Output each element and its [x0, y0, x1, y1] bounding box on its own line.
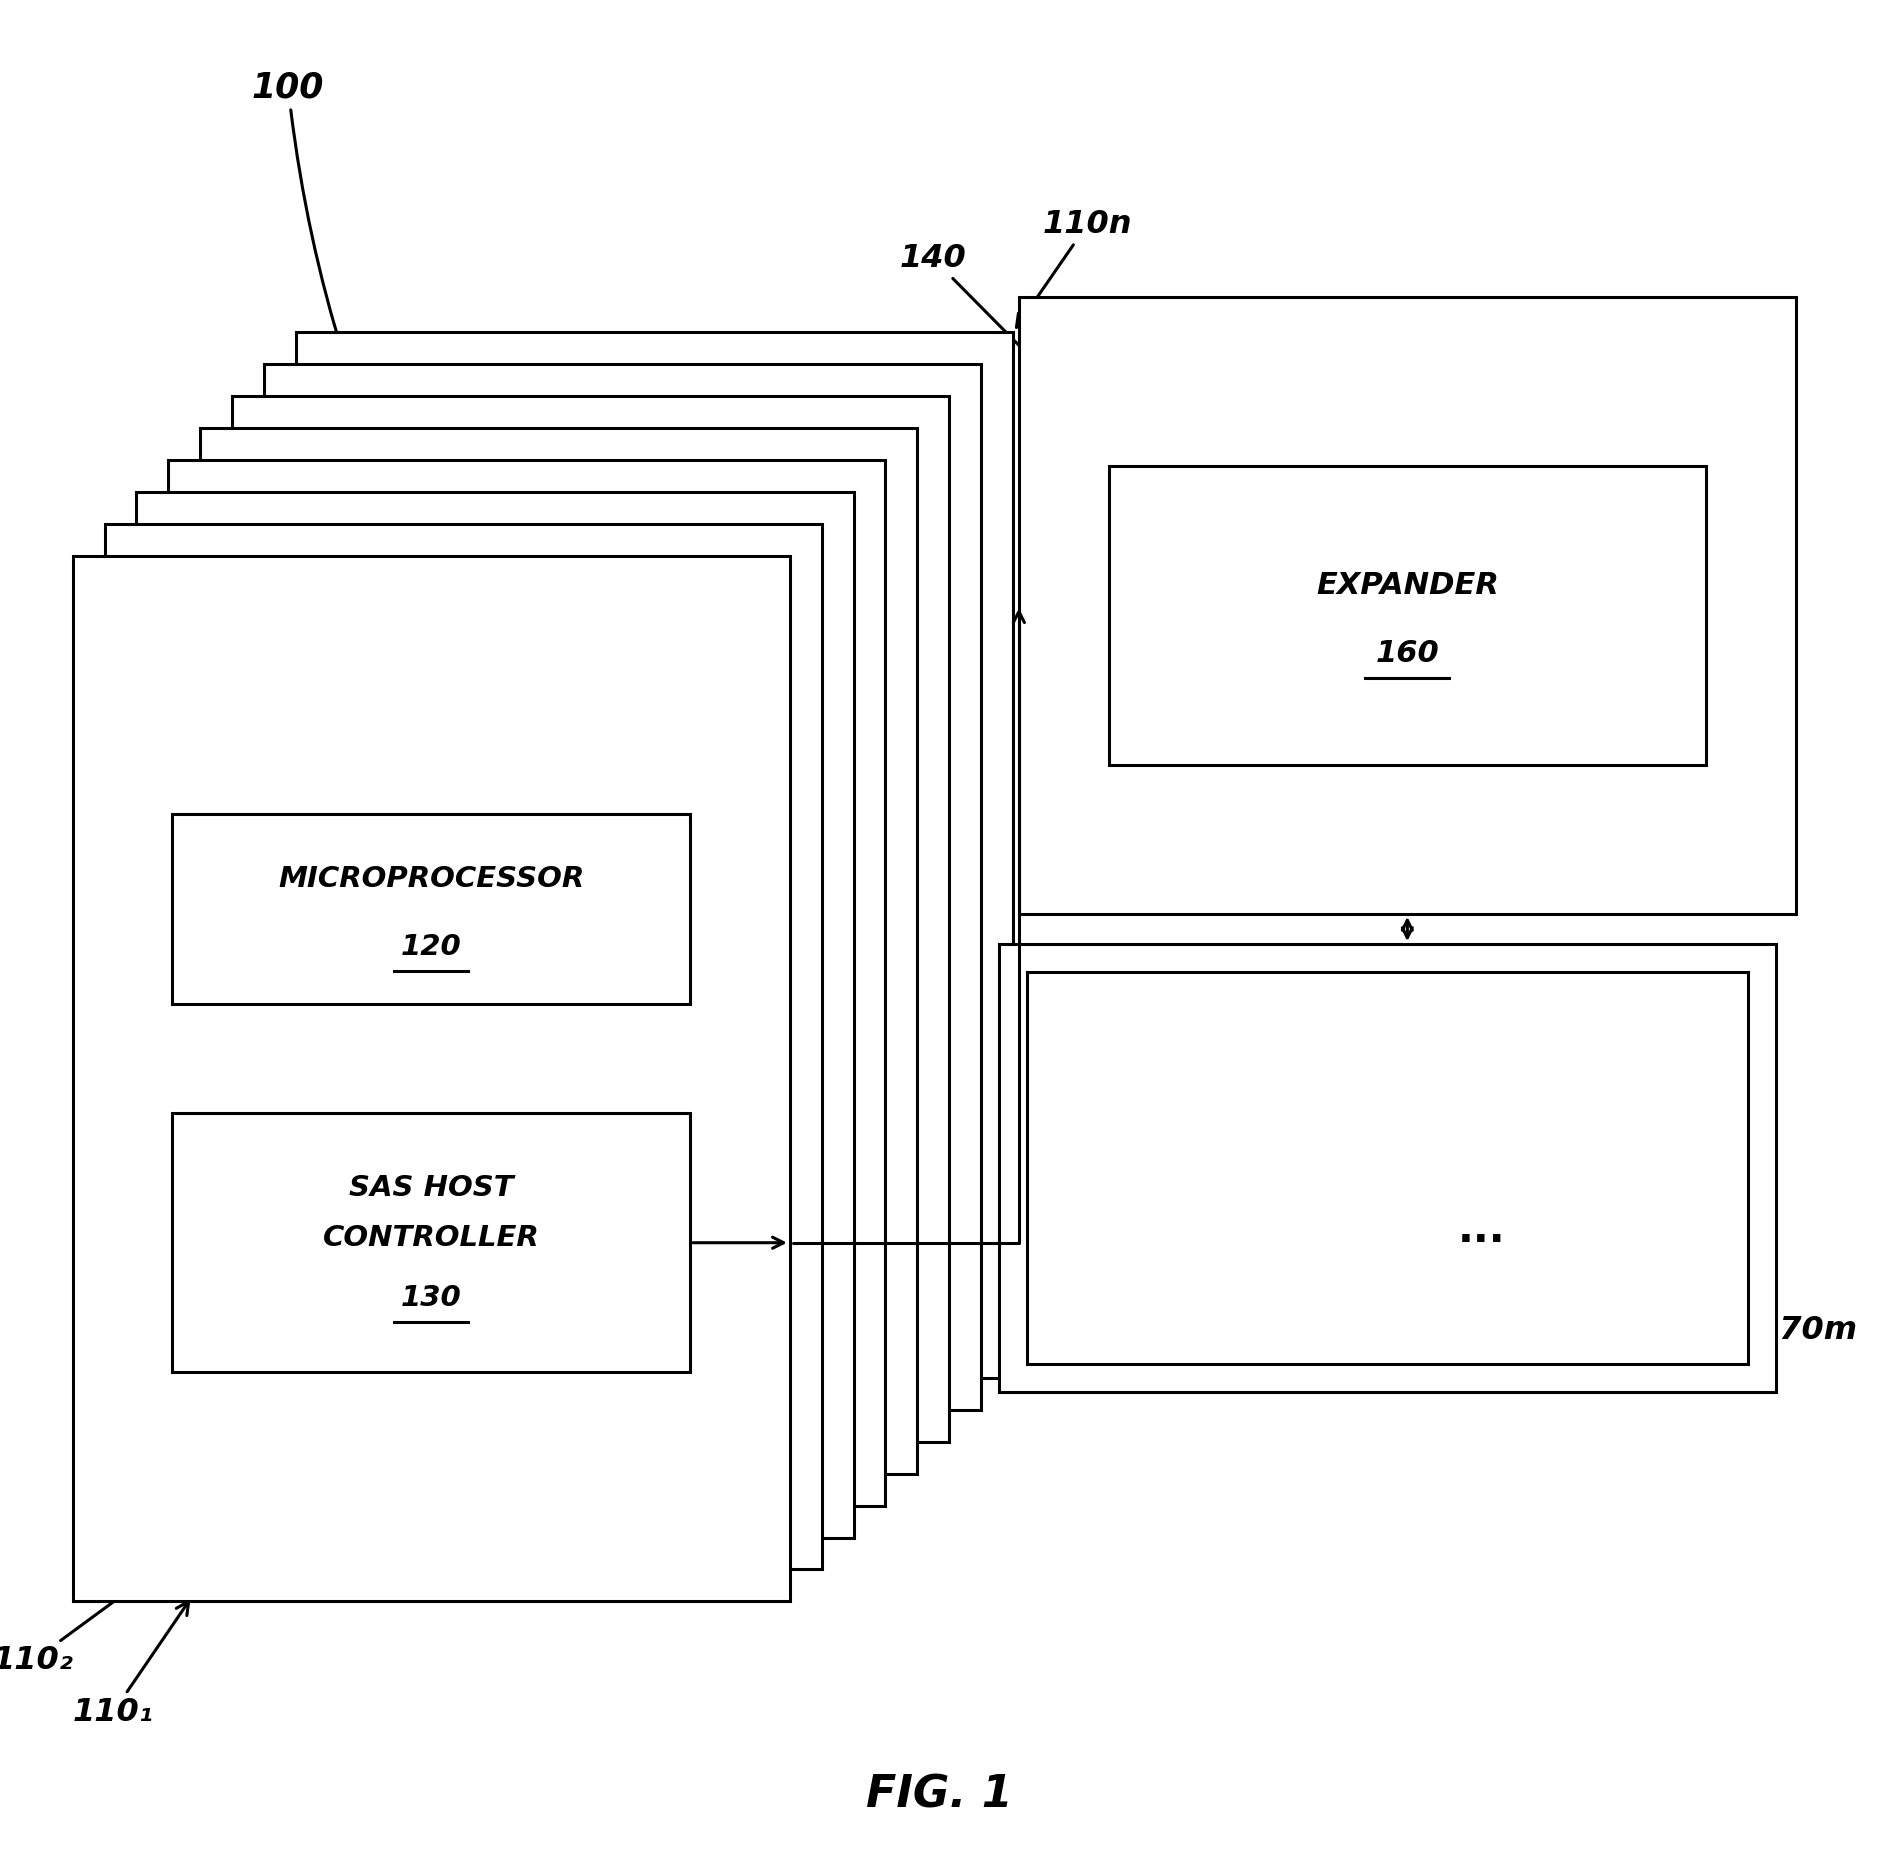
Bar [295, 332, 1013, 1378]
Ellipse shape [1258, 1237, 1393, 1263]
Polygon shape [1068, 1177, 1205, 1250]
Ellipse shape [1068, 1107, 1205, 1133]
Bar [1026, 971, 1748, 1365]
Ellipse shape [1068, 1316, 1205, 1342]
Ellipse shape [1068, 1237, 1205, 1263]
Ellipse shape [1258, 1162, 1393, 1190]
Bar [1109, 465, 1707, 764]
Text: 180: 180 [850, 1114, 1023, 1170]
Ellipse shape [1570, 1107, 1707, 1133]
Text: 160: 160 [1376, 638, 1440, 667]
Text: 140: 140 [899, 243, 1115, 441]
Text: ...: ... [1459, 1209, 1506, 1251]
Text: SAS HOST: SAS HOST [350, 1174, 513, 1201]
Text: CONTROLLER: CONTROLLER [323, 1224, 540, 1251]
Bar [137, 491, 854, 1537]
Ellipse shape [1068, 1162, 1205, 1190]
Text: 110n: 110n [1017, 210, 1132, 328]
Ellipse shape [1570, 1316, 1707, 1342]
Polygon shape [1570, 1250, 1707, 1329]
Bar [105, 523, 822, 1568]
Text: 170m: 170m [1683, 1253, 1857, 1346]
Bar [199, 428, 917, 1474]
Bar [169, 460, 885, 1505]
Bar [1019, 297, 1795, 914]
Polygon shape [1258, 1250, 1393, 1329]
Polygon shape [1258, 1177, 1393, 1250]
Polygon shape [1570, 1177, 1707, 1250]
Text: 170₁: 170₁ [987, 957, 1104, 1101]
Bar [173, 814, 690, 1003]
Text: 110₁: 110₁ [73, 1602, 188, 1728]
Bar [73, 556, 790, 1602]
Text: 170₂: 170₂ [1359, 957, 1527, 1103]
Text: FIG. 1: FIG. 1 [867, 1774, 1013, 1817]
Text: 110₂: 110₂ [0, 1568, 160, 1676]
Polygon shape [1068, 1120, 1205, 1177]
Ellipse shape [1258, 1107, 1393, 1133]
Text: 130: 130 [400, 1283, 462, 1311]
Bar [231, 397, 949, 1442]
Bar [998, 944, 1777, 1392]
Ellipse shape [1570, 1162, 1707, 1190]
Text: EXPANDER: EXPANDER [1316, 571, 1498, 601]
Text: 120: 120 [400, 933, 462, 960]
Ellipse shape [1570, 1237, 1707, 1263]
Polygon shape [1068, 1250, 1205, 1329]
Polygon shape [1258, 1120, 1393, 1177]
Text: 100: 100 [252, 70, 346, 356]
Bar [263, 363, 981, 1411]
Ellipse shape [1258, 1316, 1393, 1342]
Polygon shape [1570, 1120, 1707, 1177]
Bar [173, 1112, 690, 1372]
Text: MICROPROCESSOR: MICROPROCESSOR [278, 866, 585, 894]
